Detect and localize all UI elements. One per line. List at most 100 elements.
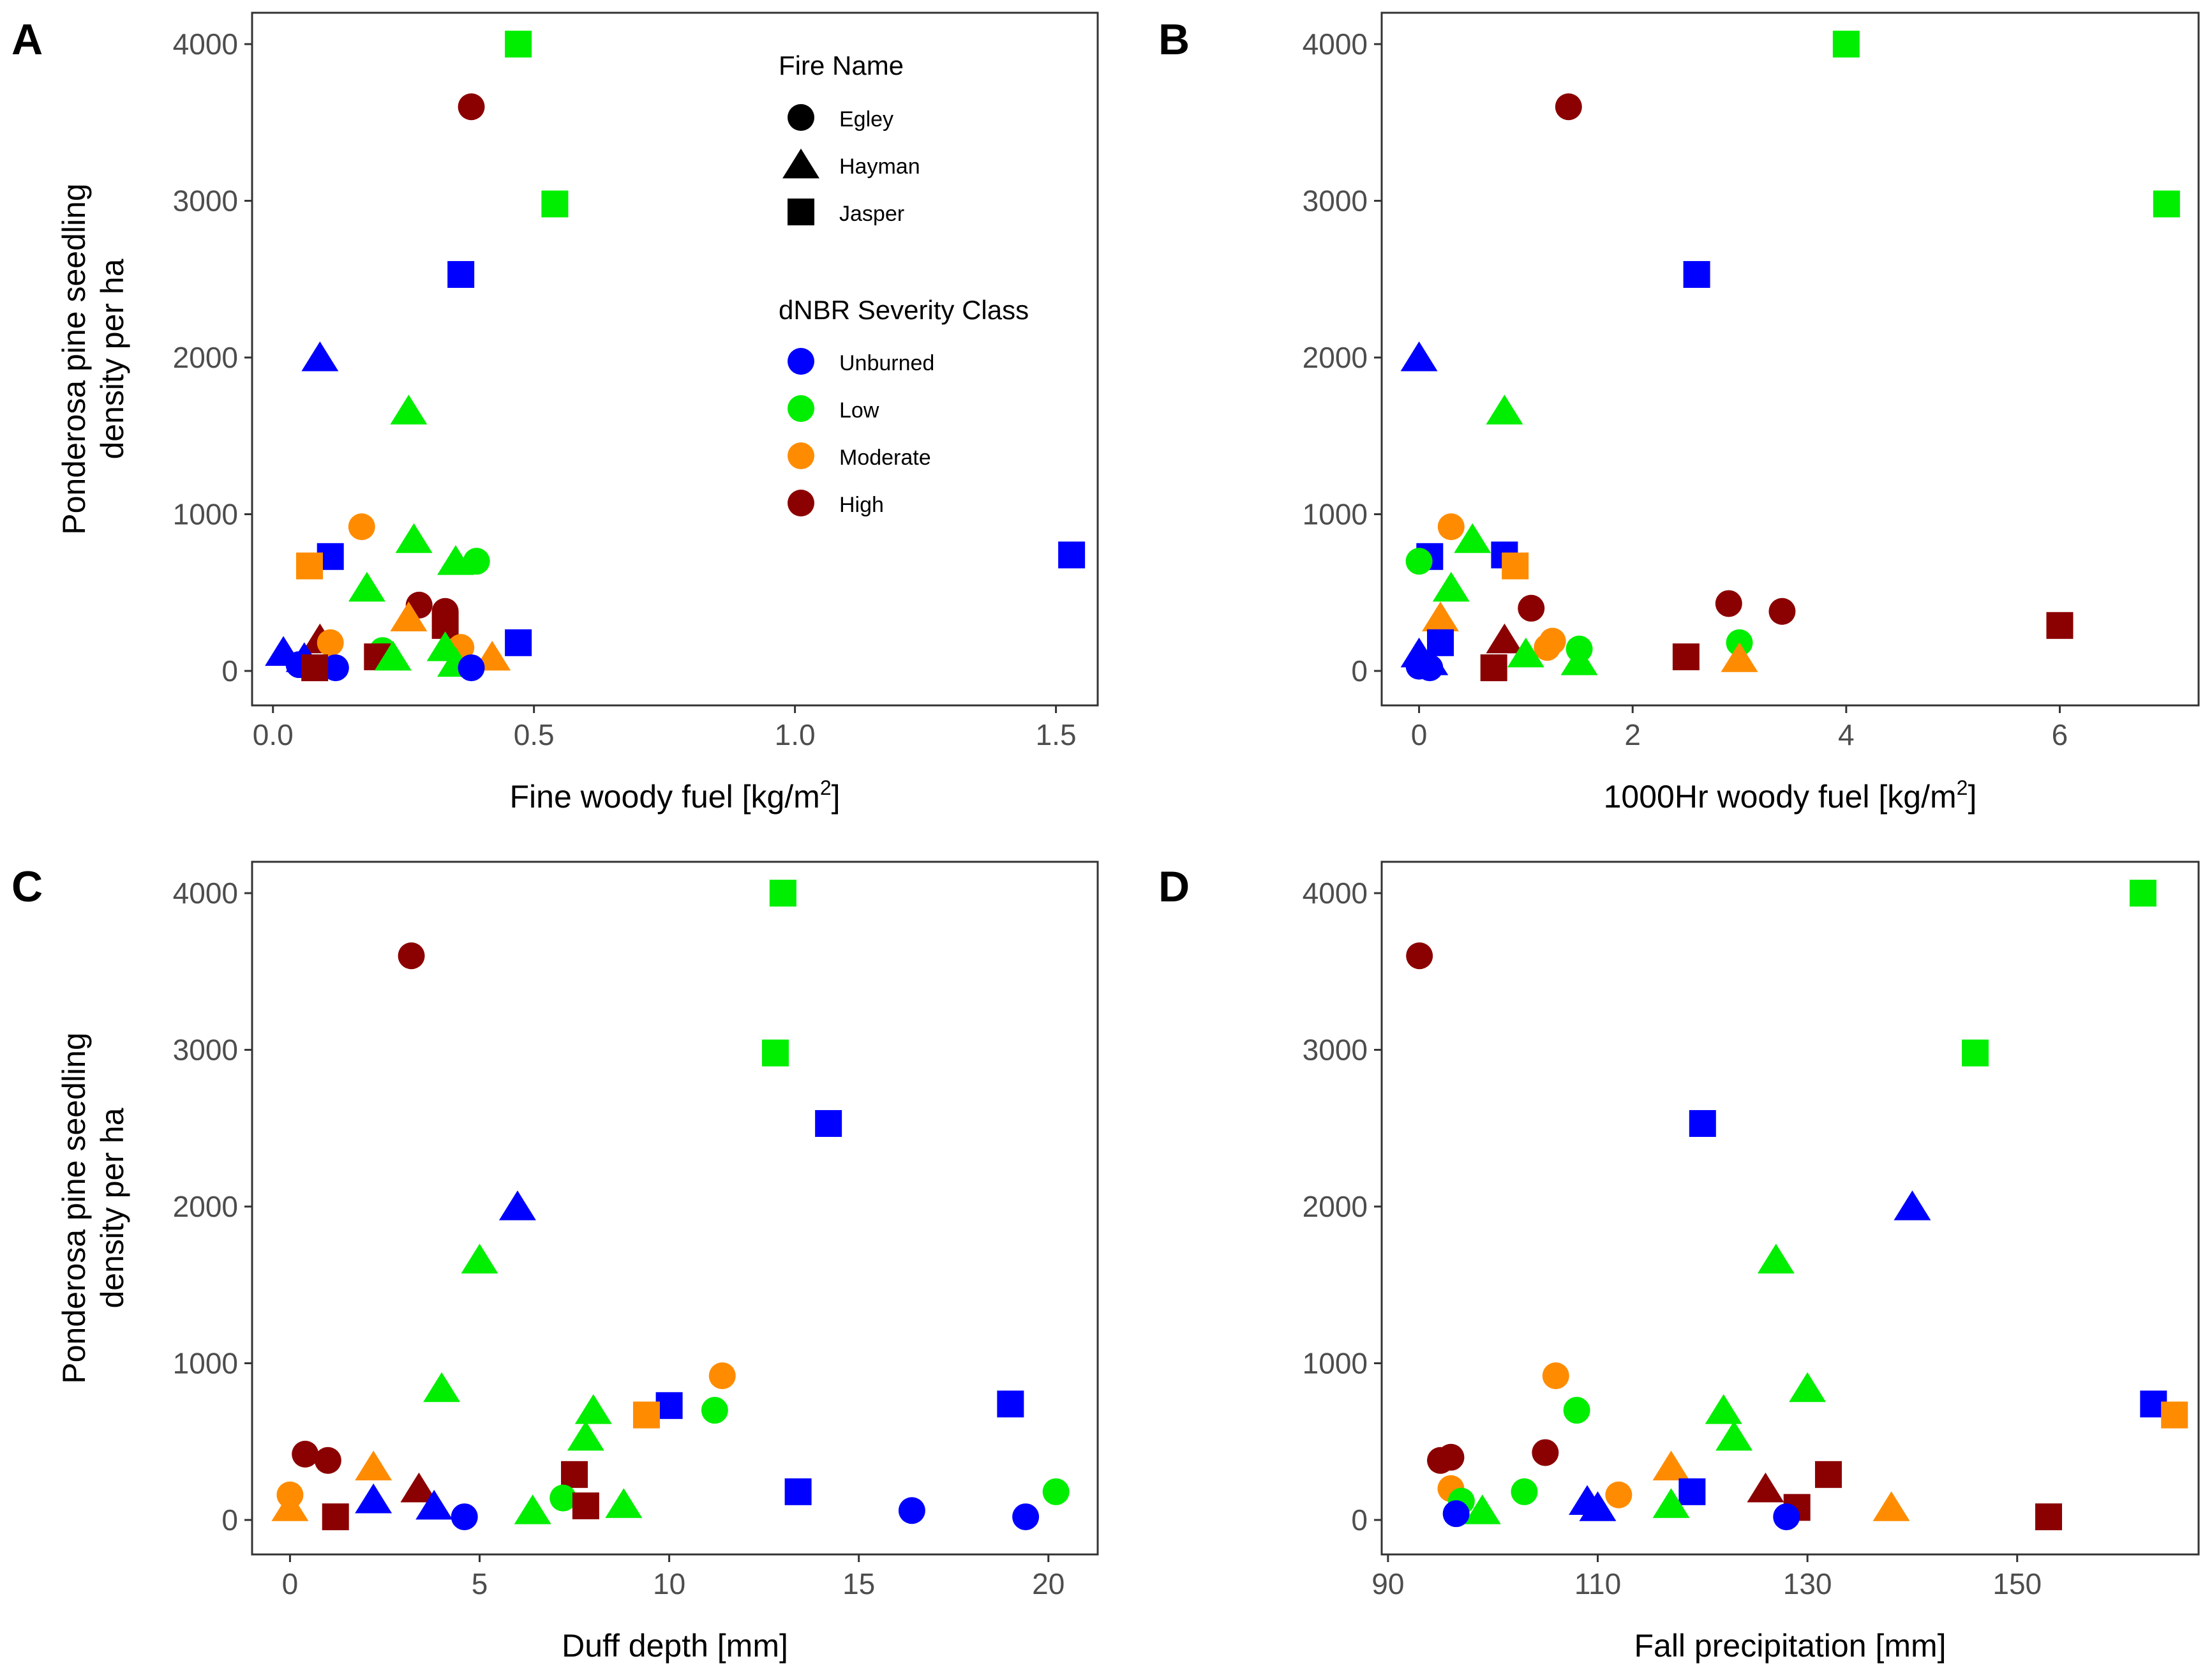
plot-frame [1380, 861, 2200, 1556]
square-icon [788, 199, 814, 225]
x-tick-label: 1.0 [775, 718, 816, 751]
data-point [514, 1494, 551, 1524]
data-point [561, 1461, 588, 1488]
data-point [1534, 634, 1561, 661]
data-point [301, 654, 329, 682]
data-point [1563, 1397, 1590, 1424]
data-point [1454, 523, 1491, 553]
legend-label: Egley [839, 107, 893, 132]
data-point [1757, 1244, 1795, 1274]
panel-letter: C [11, 862, 43, 911]
data-point [314, 1447, 341, 1474]
data-point [271, 1491, 309, 1521]
legend-swatch [788, 348, 814, 375]
x-axis-title-superscript: 2 [820, 776, 832, 799]
y-tick-label: 4000 [1303, 27, 1368, 61]
data-point [458, 654, 485, 682]
x-tick-label: 5 [472, 1567, 488, 1600]
data-point [1652, 1488, 1690, 1518]
data-point [463, 548, 490, 575]
x-tick-label: 0 [1411, 718, 1428, 751]
data-point [1814, 1461, 1842, 1488]
data-point [1894, 1190, 1931, 1221]
y-axis-title: density per ha [94, 1108, 130, 1308]
data-point [1463, 1494, 1501, 1524]
y-tick-label: 0 [221, 654, 238, 688]
data-point [1721, 642, 1758, 672]
plot-frame [1380, 11, 2200, 707]
data-point [815, 1109, 842, 1137]
x-tick-label: 0 [282, 1567, 299, 1600]
data-point [322, 1503, 349, 1531]
data-point [322, 654, 349, 682]
y-tick-label: 2000 [173, 341, 238, 374]
legend-swatch [788, 395, 814, 422]
data-point [301, 341, 339, 372]
data-point [1872, 1491, 1910, 1521]
legend: Fire Name Egley Hayman Jasper dNBR Severity … [779, 50, 1029, 517]
x-axis-title: Duff depth [mm] [562, 1628, 788, 1664]
x-tick-label: 0.0 [253, 718, 294, 751]
data-point [1427, 1447, 1454, 1474]
data-point [1502, 552, 1529, 580]
data-point [1705, 1394, 1742, 1424]
legend-label: Jasper [839, 202, 904, 226]
data-point [1768, 598, 1796, 625]
data-point [400, 1472, 438, 1503]
data-point [1773, 1503, 1800, 1531]
data-point [2153, 190, 2180, 218]
legend-title-severity: dNBR Severity Class [779, 295, 1029, 325]
y-tick-label: 3000 [1303, 1034, 1368, 1067]
x-tick-label: 150 [1992, 1567, 2042, 1600]
legend-label: High [839, 493, 884, 517]
y-tick-label: 2000 [1303, 341, 1368, 374]
x-tick-label: 110 [1574, 1567, 1621, 1600]
x-tick-label: 130 [1783, 1567, 1832, 1600]
panel-b: B 0 1000 2000 3000 4000 0 2 4 6 1000Hr woody fuel … [1158, 11, 2200, 815]
data-point [708, 1362, 736, 1390]
data-point [632, 1401, 660, 1429]
data-point [295, 552, 323, 580]
data-point [997, 1390, 1024, 1418]
data-points [271, 880, 1070, 1531]
y-tick-label: 4000 [1303, 876, 1368, 910]
legend-label: Moderate [839, 446, 931, 470]
data-point [398, 942, 425, 970]
x-tick-label: 90 [1371, 1567, 1404, 1600]
x-axis-title-main: Duff depth [mm] [562, 1628, 788, 1664]
data-point [541, 190, 569, 218]
data-point [423, 1372, 461, 1403]
data-point [1012, 1503, 1040, 1531]
y-tick-label: 3000 [173, 184, 238, 218]
data-point [1579, 1491, 1617, 1521]
x-axis-title: Fine woody fuel [kg/m2] [509, 776, 840, 815]
y-tick-label: 0 [1351, 654, 1368, 688]
data-point [1555, 93, 1582, 121]
data-point [549, 1484, 577, 1512]
data-point [1672, 643, 1700, 670]
x-tick-label: 6 [2052, 718, 2068, 751]
data-point [1962, 1039, 1989, 1067]
data-point [1511, 1478, 1538, 1505]
x-tick-label: 2 [1624, 718, 1641, 751]
plot-frame [251, 11, 1099, 707]
data-point [784, 1478, 812, 1505]
data-point [572, 1492, 599, 1519]
data-point [1486, 395, 1523, 425]
legend-label: Low [839, 398, 879, 423]
data-point [1789, 1372, 1827, 1403]
data-point [451, 1503, 478, 1531]
y-tick-label: 1000 [1303, 1347, 1368, 1380]
y-tick-label: 3000 [173, 1034, 238, 1067]
data-point [374, 640, 412, 671]
y-tick-label: 2000 [173, 1190, 238, 1223]
data-point [415, 1489, 453, 1520]
data-point [1715, 590, 1742, 617]
x-axis-title-end: ] [1968, 779, 1977, 815]
x-axis-title-superscript: 2 [1957, 776, 1968, 799]
data-point [1560, 645, 1598, 675]
x-tick-label: 15 [842, 1567, 875, 1600]
panel-c: C 0 1000 2000 3000 4000 0 5 10 15 20 Duff depth [mm… [11, 861, 1099, 1664]
data-point [1422, 601, 1460, 631]
data-point [1486, 623, 1523, 654]
